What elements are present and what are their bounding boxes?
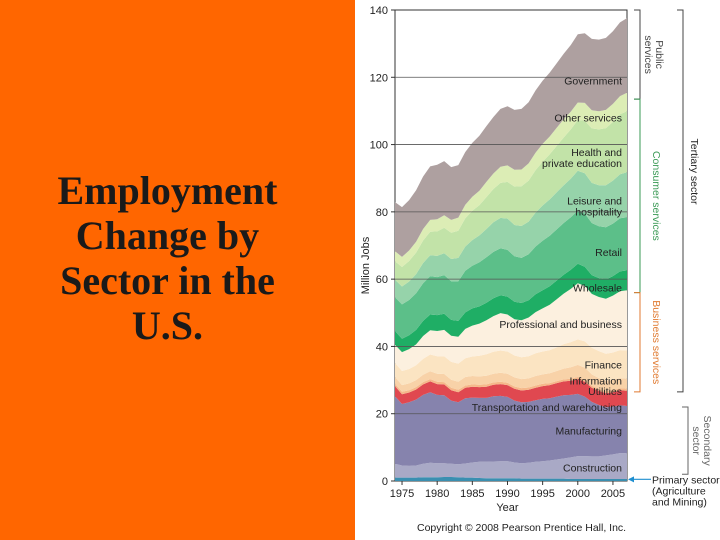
series-label-line: Wholesale (573, 283, 622, 295)
y-tick-label: 100 (370, 140, 388, 152)
bracket-label-line: Secondary (701, 416, 713, 467)
primary-arrow-head (628, 476, 634, 483)
series-label-line: Other services (554, 112, 622, 124)
area-information (395, 364, 627, 392)
series-label-line: Information (569, 375, 622, 387)
primary-note-line: (Agriculture (652, 485, 706, 497)
title-panel (0, 0, 355, 540)
y-tick-label: 40 (376, 341, 388, 353)
bracket-line (634, 292, 641, 393)
area-health-and-private-education (395, 111, 627, 287)
series-label: Finance (585, 360, 623, 372)
series-label: Transportation and warehousing (472, 402, 622, 414)
x-axis-label: Year (496, 502, 519, 514)
x-tick-label: 1990 (495, 488, 519, 500)
primary-note-line: Primary sector (652, 474, 720, 486)
slide-title-line: U.S. (131, 303, 204, 348)
series-label: Government (564, 75, 622, 87)
slide-title-line: Change by (75, 213, 260, 258)
tertiary-label: Tertiary sector (688, 139, 700, 205)
area-finance (395, 339, 627, 386)
series-label-line: Health and (571, 147, 622, 159)
slide-title: Employment Change by Sector in the U.S. (20, 168, 315, 348)
series-label: Other services (554, 112, 622, 124)
bracket-label: Business services (650, 300, 662, 384)
y-tick-label: 140 (370, 5, 388, 17)
series-label-line: private education (542, 158, 622, 170)
copyright-text: Copyright © 2008 Pearson Prentice Hall, … (417, 522, 626, 534)
series-label-line: Manufacturing (555, 426, 622, 438)
area-leisure-and-hospitality (395, 170, 627, 305)
series-label-line: Leisure and (567, 195, 622, 207)
series-label: Manufacturing (555, 426, 622, 438)
y-axis-label: Million Jobs (360, 236, 372, 294)
bracket-label-line: sector (690, 426, 702, 455)
bracket-label: Secondarysector (690, 416, 713, 467)
series-label: Professional and business (499, 319, 622, 331)
series-label: Leisure and hospitality (567, 195, 623, 218)
series-label: Wholesale (573, 283, 622, 295)
series-label-line: Government (564, 75, 622, 87)
primary-note-line: and Mining) (652, 496, 707, 508)
y-tick-label: 80 (376, 207, 388, 219)
x-tick-label: 1980 (425, 488, 449, 500)
series-label-line: Finance (585, 360, 623, 372)
bracket-label-line: Public (653, 40, 665, 69)
series-label: Information (569, 375, 622, 387)
series-label: Retail (595, 247, 622, 259)
bracket-label: Publicservices (642, 35, 665, 74)
slide-title-line: Sector in the (60, 258, 275, 303)
bracket-label: Consumer services (650, 151, 662, 241)
bracket-line (634, 9, 641, 100)
employment-chart: 0 20 40 60 80 100 120 140 1975 1980 1985 1990 1995 20… (360, 5, 720, 534)
x-tick-label: 1995 (530, 488, 554, 500)
series-label-line: Construction (563, 463, 622, 475)
y-tick-label: 20 (376, 409, 388, 421)
area-primary-sector-agriculture-and-mining- (395, 477, 627, 481)
x-tick-label: 1985 (460, 488, 484, 500)
series-label-line: Professional and business (499, 319, 622, 331)
bracket-label-line: services (642, 35, 654, 74)
y-tick-label: 0 (382, 476, 388, 488)
series-label-line: Retail (595, 247, 622, 259)
area-utilities (395, 377, 627, 395)
x-tick-label: 2005 (601, 488, 625, 500)
x-tick-label: 2000 (566, 488, 590, 500)
y-tick-label: 60 (376, 274, 388, 286)
area-transportation-and-warehousing (395, 379, 627, 408)
x-tick-label: 1975 (390, 488, 414, 500)
series-label-line: hospitality (575, 206, 622, 218)
bracket-line (682, 406, 689, 475)
tertiary-bracket (677, 9, 684, 393)
area-government (395, 18, 627, 257)
area-construction (395, 453, 627, 479)
y-tick-label: 120 (370, 72, 388, 84)
series-label-line: Transportation and warehousing (472, 402, 622, 414)
series-label-line: Utilities (588, 386, 622, 398)
slide-title-line: Employment (57, 168, 278, 213)
area-manufacturing (395, 392, 627, 466)
area-professional-and-business (395, 283, 627, 371)
area-other-services (395, 92, 627, 267)
series-label: Construction (563, 463, 622, 475)
series-label: Utilities (588, 386, 622, 398)
bracket-line (634, 98, 641, 294)
area-retail (395, 210, 627, 339)
area-wholesale (395, 263, 627, 353)
series-label: Health and private education (542, 147, 622, 170)
